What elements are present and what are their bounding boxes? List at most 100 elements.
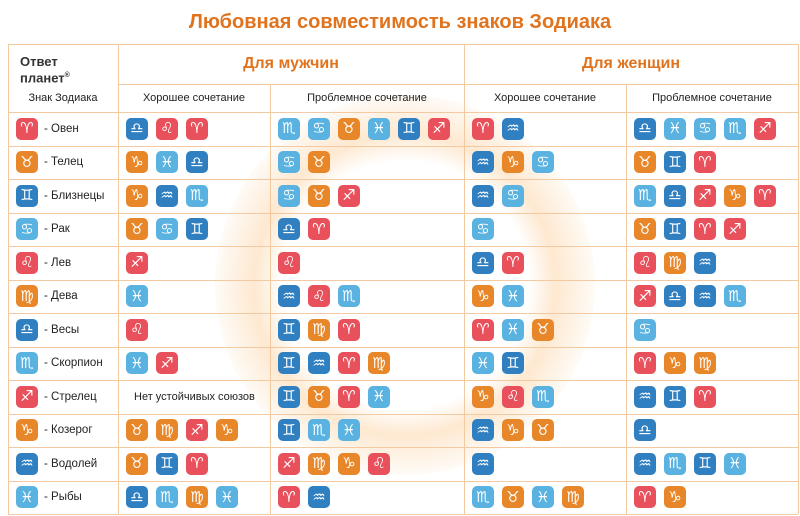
scorpio-icon: ♏ [16, 352, 38, 375]
capricorn-icon: ♑ [724, 184, 746, 207]
women-problem-cell: ♈ ♑ ♍ [626, 347, 800, 381]
sign-cell-leo: ♌ - Лев [16, 246, 116, 280]
row-divider [8, 313, 798, 314]
scorpio-icon: ♏ [278, 117, 300, 140]
cancer-icon: ♋ [634, 318, 656, 341]
leo-icon: ♌ [308, 285, 330, 308]
cancer-icon: ♋ [16, 218, 38, 241]
aries-icon: ♈ [16, 117, 38, 140]
sign-label: - Весы [44, 323, 80, 336]
otvet-planet-logo: Ответ планет® [20, 55, 110, 85]
row-divider [8, 346, 798, 348]
virgo-icon: ♍ [308, 452, 330, 475]
women-good-cell: ♒ ♋ [464, 179, 634, 213]
women-good-cell: ♓ ♊ [464, 347, 634, 381]
capricorn-icon: ♑ [16, 419, 38, 442]
taurus-icon: ♉ [338, 117, 360, 140]
sign-cell-aquarius: ♒ - Водолей [16, 447, 116, 481]
pisces-icon: ♓ [724, 452, 746, 475]
libra-icon: ♎ [634, 117, 656, 140]
column-divider [270, 84, 271, 514]
cancer-icon: ♋ [308, 117, 330, 140]
sign-cell-scorpio: ♏ - Скорпион [16, 347, 116, 381]
aries-icon: ♈ [754, 184, 776, 207]
virgo-icon: ♍ [156, 419, 178, 442]
sign-label: - Скорпион [44, 357, 103, 370]
capricorn-icon: ♑ [664, 486, 686, 509]
gemini-icon: ♊ [278, 318, 300, 341]
taurus-icon: ♉ [308, 385, 330, 408]
column-divider [798, 44, 799, 514]
aquarius-icon: ♒ [308, 486, 330, 509]
pisces-icon: ♓ [502, 285, 524, 308]
libra-icon: ♎ [664, 184, 686, 207]
pisces-icon: ♓ [216, 486, 238, 509]
virgo-icon: ♍ [186, 486, 208, 509]
leo-icon: ♌ [278, 251, 300, 274]
sign-cell-capricorn: ♑ - Козерог [16, 414, 116, 448]
aries-icon: ♈ [694, 218, 716, 241]
scorpio-icon: ♏ [532, 385, 554, 408]
men-problem-cell: ♈ ♒ [270, 481, 472, 515]
women-problem-cell: ♒ ♊ ♈ [626, 380, 800, 414]
aries-icon: ♈ [278, 486, 300, 509]
scorpio-icon: ♏ [634, 184, 656, 207]
gemini-icon: ♊ [398, 117, 420, 140]
gemini-icon: ♊ [278, 352, 300, 375]
women-problem-cell: ♏ ♎ ♐ ♑ ♈ [626, 179, 800, 213]
men-problem-cell: ♌ [270, 246, 472, 280]
capricorn-icon: ♑ [126, 151, 148, 174]
leo-icon: ♌ [126, 318, 148, 341]
men-problem-cell: ♒ ♌ ♏ [270, 280, 472, 314]
gemini-icon: ♊ [16, 184, 38, 207]
women-good-cell: ♒ ♑ ♋ [464, 146, 634, 180]
row-divider [8, 413, 798, 415]
cancer-icon: ♋ [532, 151, 554, 174]
gemini-icon: ♊ [664, 151, 686, 174]
sagittarius-icon: ♐ [754, 117, 776, 140]
aries-icon: ♈ [186, 117, 208, 140]
capricorn-icon: ♑ [216, 419, 238, 442]
scorpio-icon: ♏ [472, 486, 494, 509]
gemini-icon: ♊ [664, 218, 686, 241]
women-good-cell: ♑ ♓ [464, 280, 634, 314]
capricorn-icon: ♑ [664, 352, 686, 375]
aries-icon: ♈ [186, 452, 208, 475]
sign-label: - Козерог [44, 424, 93, 437]
women-problem-cell: ♉ ♊ ♈ [626, 146, 800, 180]
men-good-cell: ♓ [118, 280, 278, 314]
row-divider [8, 480, 798, 482]
taurus-icon: ♉ [634, 218, 656, 241]
pisces-icon: ♓ [532, 486, 554, 509]
men-good-cell: ♎ ♌ ♈ [118, 112, 278, 146]
women-problem-cell: ♐ ♎ ♒ ♏ [626, 280, 800, 314]
capricorn-icon: ♑ [126, 184, 148, 207]
aquarius-icon: ♒ [634, 385, 656, 408]
women-good-header: Хорошее сочетание [493, 92, 597, 104]
aquarius-icon: ♒ [502, 117, 524, 140]
sign-cell-pisces: ♓ - Рыбы [16, 481, 116, 515]
taurus-icon: ♉ [502, 486, 524, 509]
aries-icon: ♈ [338, 385, 360, 408]
taurus-icon: ♉ [532, 318, 554, 341]
scorpio-icon: ♏ [724, 285, 746, 308]
aquarius-icon: ♒ [694, 251, 716, 274]
libra-icon: ♎ [126, 117, 148, 140]
sign-label: - Стрелец [44, 390, 97, 403]
gemini-icon: ♊ [664, 385, 686, 408]
gemini-icon: ♊ [186, 218, 208, 241]
logo-line-1: Ответ [20, 54, 58, 69]
women-problem-cell: ♎ [626, 414, 800, 448]
gemini-icon: ♊ [278, 419, 300, 442]
leo-icon: ♌ [16, 251, 38, 274]
men-good-cell: ♌ [118, 313, 278, 347]
virgo-icon: ♍ [16, 285, 38, 308]
sagittarius-icon: ♐ [278, 452, 300, 475]
aquarius-icon: ♒ [278, 285, 300, 308]
aries-icon: ♈ [472, 117, 494, 140]
sign-label: - Рыбы [44, 491, 82, 504]
women-problem-cell: ♌ ♍ ♒ [626, 246, 800, 280]
sagittarius-icon: ♐ [634, 285, 656, 308]
taurus-icon: ♉ [126, 419, 148, 442]
aquarius-icon: ♒ [472, 184, 494, 207]
